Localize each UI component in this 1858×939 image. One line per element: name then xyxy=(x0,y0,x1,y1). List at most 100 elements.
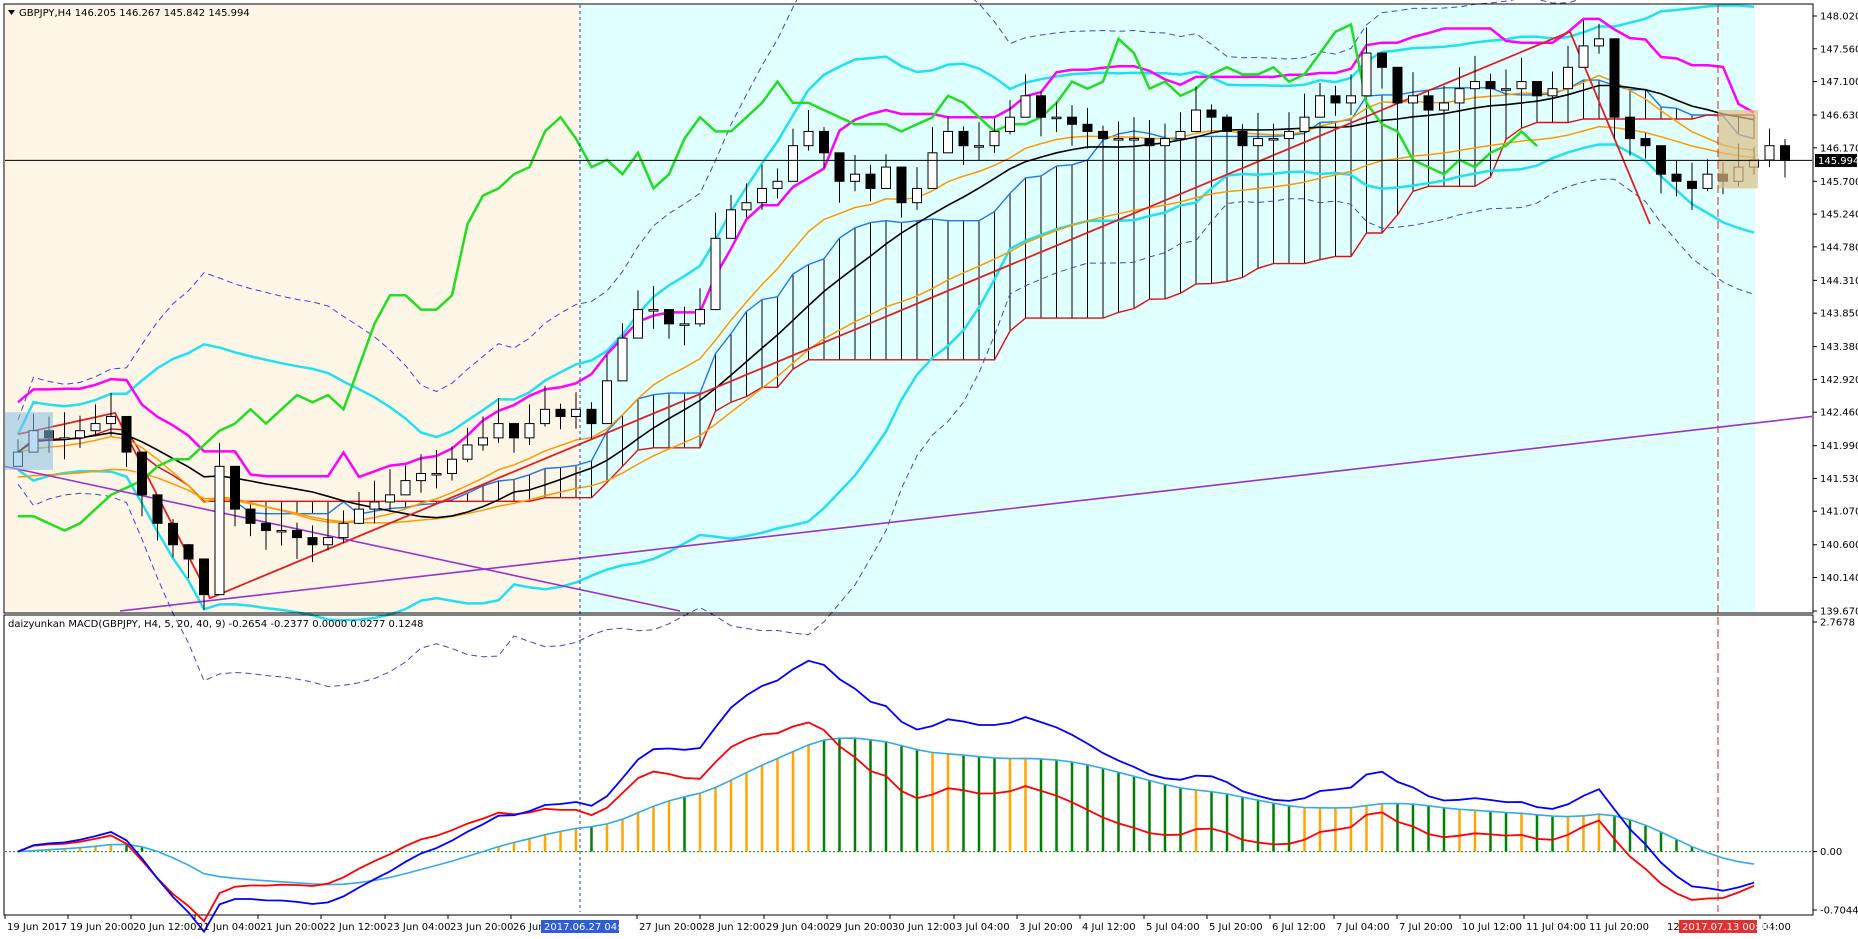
time-tick-label: 19 Jun 2017 xyxy=(7,922,67,933)
highlight-box-end xyxy=(1718,110,1758,189)
price-tick-label: 143.380 xyxy=(1820,342,1858,353)
bearish-candle xyxy=(834,152,845,182)
bullish-candle xyxy=(1346,95,1356,104)
price-tick-label: 139.670 xyxy=(1820,607,1858,618)
bearish-candle xyxy=(1082,123,1093,132)
bullish-candle xyxy=(726,209,736,239)
bullish-candle xyxy=(602,380,612,425)
bullish-candle xyxy=(989,130,1000,147)
bullish-candle xyxy=(850,173,860,182)
bullish-candle xyxy=(974,145,984,148)
chikou-span-line xyxy=(18,22,1538,532)
highlight-box-start xyxy=(5,412,53,470)
bullish-candle xyxy=(571,408,581,417)
bearish-candle xyxy=(509,423,519,439)
x-marker-blue-bg xyxy=(541,920,619,933)
macd-tick-label: -0.7044 xyxy=(1820,906,1858,917)
bearish-candle xyxy=(245,508,256,524)
bearish-candle xyxy=(1330,95,1341,104)
bearish-candle xyxy=(1609,38,1620,118)
bearish-candle xyxy=(1671,173,1682,182)
bullish-candle xyxy=(1284,130,1294,140)
bullish-candle xyxy=(59,437,70,440)
price-axis: 148.020 147.560 147.100 146.630 146.170 145.7… xyxy=(1813,12,1858,618)
price-tick-label: 146.170 xyxy=(1820,143,1858,154)
bullish-candle xyxy=(1764,145,1775,161)
time-tick-label: 21 Jun 04:00 xyxy=(197,922,261,933)
time-tick-label: 12 xyxy=(1667,922,1680,933)
bullish-candle xyxy=(1268,138,1279,141)
bearish-candle xyxy=(307,537,318,546)
bearish-candle xyxy=(1237,130,1248,147)
bullish-candle xyxy=(1470,81,1480,90)
bullish-candle xyxy=(1408,95,1418,104)
bullish-candle xyxy=(633,309,643,339)
bullish-candle xyxy=(1113,138,1124,141)
bearish-candle xyxy=(1532,81,1542,97)
bullish-candle xyxy=(695,309,705,325)
bullish-candle xyxy=(276,529,287,533)
price-tick-label: 148.020 xyxy=(1820,12,1858,23)
time-tick-label: 20 Jun 12:00 xyxy=(133,922,197,933)
time-tick-label: 29 Jun 20:00 xyxy=(829,922,893,933)
time-tick-label: 19 Jun 20:00 xyxy=(70,922,134,933)
bullish-candle xyxy=(1361,52,1372,97)
bollinger-upper-3sd xyxy=(17,0,1580,421)
time-tick-label: 21 Jun 20:00 xyxy=(260,922,324,933)
bullish-candle xyxy=(927,152,938,189)
bearish-candle xyxy=(819,130,829,154)
ema-fast-line xyxy=(17,74,1755,524)
bullish-candle xyxy=(493,423,504,439)
current-price-label: 145.994 xyxy=(1818,156,1858,167)
bullish-candle xyxy=(1315,95,1325,118)
bullish-candle xyxy=(1005,116,1015,132)
bullish-candle xyxy=(323,537,333,546)
time-tick-label: 7 Jul 04:00 xyxy=(1336,922,1390,933)
main-chart-background xyxy=(5,5,1755,612)
bearish-candle xyxy=(1423,95,1434,111)
bullish-candle xyxy=(1547,88,1558,97)
bullish-candle xyxy=(369,501,380,510)
bollinger-upper-2sd xyxy=(16,4,1755,439)
bullish-candle xyxy=(354,508,364,524)
bullish-candle xyxy=(431,472,442,476)
bullish-candle xyxy=(1702,173,1713,189)
bullish-candle xyxy=(710,237,721,311)
time-tick-label: 23 Jun 04:00 xyxy=(387,922,451,933)
dropdown-arrow-icon[interactable] xyxy=(8,10,15,15)
price-tick-label: 141.990 xyxy=(1820,441,1858,452)
bullish-candle xyxy=(1439,102,1449,111)
time-tick-label: 11 Jul 20:00 xyxy=(1589,922,1649,933)
bearish-candle xyxy=(152,494,163,524)
time-tick-label: 30 Jun 12:00 xyxy=(892,922,956,933)
bearish-candle xyxy=(896,166,907,204)
bullish-candle xyxy=(1129,138,1139,141)
price-tick-label: 147.560 xyxy=(1820,44,1858,55)
time-tick-label: 04:00 xyxy=(1762,922,1791,933)
time-tick-label: 6 Jul 12:00 xyxy=(1272,922,1326,933)
price-tick-label: 142.460 xyxy=(1820,408,1858,419)
price-tick-label: 140.600 xyxy=(1820,540,1858,551)
macd-slow-line xyxy=(17,659,1755,934)
senkou-span-a-line xyxy=(17,79,1755,515)
bullish-candle xyxy=(1191,109,1201,132)
price-tick-label: 140.140 xyxy=(1820,573,1858,584)
macd-plot xyxy=(5,659,1812,934)
bearish-candle xyxy=(199,558,209,596)
current-price-box xyxy=(1815,154,1857,167)
bullish-candle xyxy=(772,180,783,189)
bullish-candle xyxy=(416,472,426,482)
bullish-candle xyxy=(478,437,488,446)
bearish-candle xyxy=(261,522,271,531)
bullish-candle xyxy=(447,458,457,474)
ema-slow-line xyxy=(17,125,1755,524)
bearish-candle xyxy=(555,408,566,417)
time-tick-label: 3 Jul 20:00 xyxy=(1019,922,1073,933)
price-tick-label: 144.780 xyxy=(1820,242,1858,253)
bearish-candle xyxy=(1485,81,1496,90)
bullish-candle xyxy=(788,145,798,182)
trendline-up xyxy=(119,415,1813,612)
bearish-candle xyxy=(1098,130,1108,140)
bearish-candle xyxy=(865,173,876,189)
bullish-candle xyxy=(648,309,659,312)
